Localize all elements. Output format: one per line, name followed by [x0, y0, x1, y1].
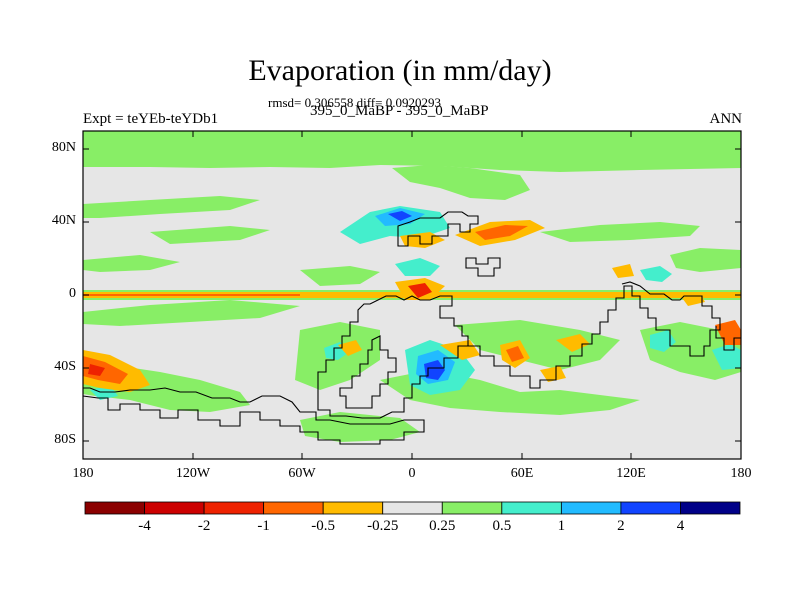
experiment-diff-label: 395_0_MaBP - 395_0_MaBP [310, 103, 489, 119]
east-island-coast [715, 326, 741, 351]
gondwana-coast [317, 295, 469, 419]
colorbar-swatch [560, 501, 622, 515]
colorbar-swatch [620, 501, 681, 515]
season-label: ANN [709, 111, 743, 127]
indian-cyan [640, 266, 672, 282]
y-tick-label: 40S [54, 359, 76, 374]
colorbar-swatch [144, 501, 205, 515]
y-tick-label: 80S [54, 432, 76, 447]
x-tick-label: 120W [175, 466, 211, 481]
north-green-patch [392, 165, 530, 200]
mid-cyan-patch [395, 258, 440, 276]
tick-marks [83, 131, 741, 459]
colorbar-label: 0.25 [429, 518, 456, 534]
colorbar-label: -1 [257, 518, 270, 534]
colorbar-swatch [263, 501, 324, 515]
north-green-patch-4 [83, 255, 180, 272]
south-america-inner [339, 335, 397, 409]
y-tick-label: 40N [51, 213, 76, 228]
colorbar-label: 1 [557, 518, 566, 534]
x-tick-label: 120E [616, 466, 646, 481]
north-pacific-green [540, 222, 700, 242]
north-atlantic-darkorange [475, 225, 528, 240]
atlantic-orange [338, 340, 362, 356]
coastlines [82, 211, 741, 445]
arctic-green-band [83, 131, 741, 172]
africa-south-coast [468, 281, 721, 389]
y-tick-label: 0 [69, 286, 76, 301]
indian-darkorange [506, 346, 524, 362]
south-green-belt-1 [83, 300, 300, 326]
west-south-red [88, 364, 105, 376]
tethys-islands [465, 257, 501, 277]
colorbar-label: 0.5 [492, 518, 512, 534]
colorbar [84, 501, 741, 515]
east-orange-2 [612, 264, 634, 278]
x-tick-label: 60W [288, 466, 316, 481]
north-green-patch-2 [83, 196, 260, 218]
africa-orange [440, 340, 480, 360]
colorbar-label: 4 [676, 518, 685, 534]
colorbar-swatch [322, 501, 384, 515]
west-south-darkorange [83, 356, 128, 384]
colorbar-label: -0.5 [311, 518, 336, 534]
south-ocean-orange [540, 366, 566, 382]
x-tick-label: 180 [730, 466, 752, 481]
indian-ocean-green [455, 320, 620, 370]
x-tick-label: 60E [510, 466, 534, 481]
tropical-red [408, 283, 432, 298]
colorbar-swatch [680, 501, 741, 515]
east-green-patch [670, 248, 741, 272]
x-tick-label: 0 [408, 466, 416, 481]
experiment-label: Expt = teYEb-teYDb1 [83, 111, 219, 127]
equator-red-line [83, 294, 300, 296]
colorbar-swatch [501, 501, 562, 515]
south-green-belt-2 [300, 266, 380, 286]
y-tick-label: 80N [51, 140, 76, 155]
north-atlantic-blue [388, 211, 412, 221]
colorbar-swatch [441, 501, 503, 515]
colorbar-label: -2 [197, 518, 211, 534]
colorbar-swatch [382, 501, 443, 515]
colorbar-label: -0.25 [367, 518, 399, 534]
plot-title: Evaporation (in mm/day) [248, 54, 552, 87]
x-tick-label: 180 [72, 466, 94, 481]
map-field [83, 131, 741, 459]
south-atlantic-blue [424, 360, 445, 380]
north-green-patch-3 [150, 226, 270, 244]
colorbar-label: -4 [138, 518, 151, 534]
colorbar-swatch [84, 501, 145, 515]
laurasia-coast [397, 211, 479, 247]
colorbar-swatch [203, 501, 265, 515]
rmsd-diff-stats: rmsd= 0.306558 diff= 0.0920293 [268, 95, 441, 110]
antarctic-coast [82, 387, 425, 445]
colorbar-label: 2 [617, 518, 625, 534]
